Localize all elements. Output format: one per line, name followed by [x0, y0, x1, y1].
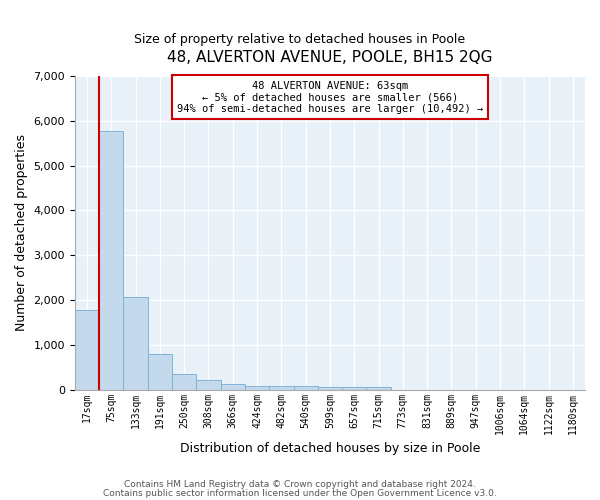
Title: 48, ALVERTON AVENUE, POOLE, BH15 2QG: 48, ALVERTON AVENUE, POOLE, BH15 2QG	[167, 50, 493, 65]
Bar	[269, 386, 293, 390]
Text: Contains HM Land Registry data © Crown copyright and database right 2024.: Contains HM Land Registry data © Crown c…	[124, 480, 476, 489]
Y-axis label: Number of detached properties: Number of detached properties	[15, 134, 28, 332]
Bar	[318, 387, 342, 390]
Bar	[196, 380, 221, 390]
Bar	[172, 374, 196, 390]
Text: 48 ALVERTON AVENUE: 63sqm
← 5% of detached houses are smaller (566)
94% of semi-: 48 ALVERTON AVENUE: 63sqm ← 5% of detach…	[177, 80, 483, 114]
Text: Contains public sector information licensed under the Open Government Licence v3: Contains public sector information licen…	[103, 488, 497, 498]
Bar	[293, 386, 318, 390]
Bar	[99, 130, 124, 390]
Bar	[367, 387, 391, 390]
Text: Size of property relative to detached houses in Poole: Size of property relative to detached ho…	[134, 32, 466, 46]
Bar	[342, 388, 367, 390]
X-axis label: Distribution of detached houses by size in Poole: Distribution of detached houses by size …	[180, 442, 480, 455]
Bar	[75, 310, 99, 390]
Bar	[124, 297, 148, 390]
Bar	[221, 384, 245, 390]
Bar	[148, 354, 172, 390]
Bar	[245, 386, 269, 390]
